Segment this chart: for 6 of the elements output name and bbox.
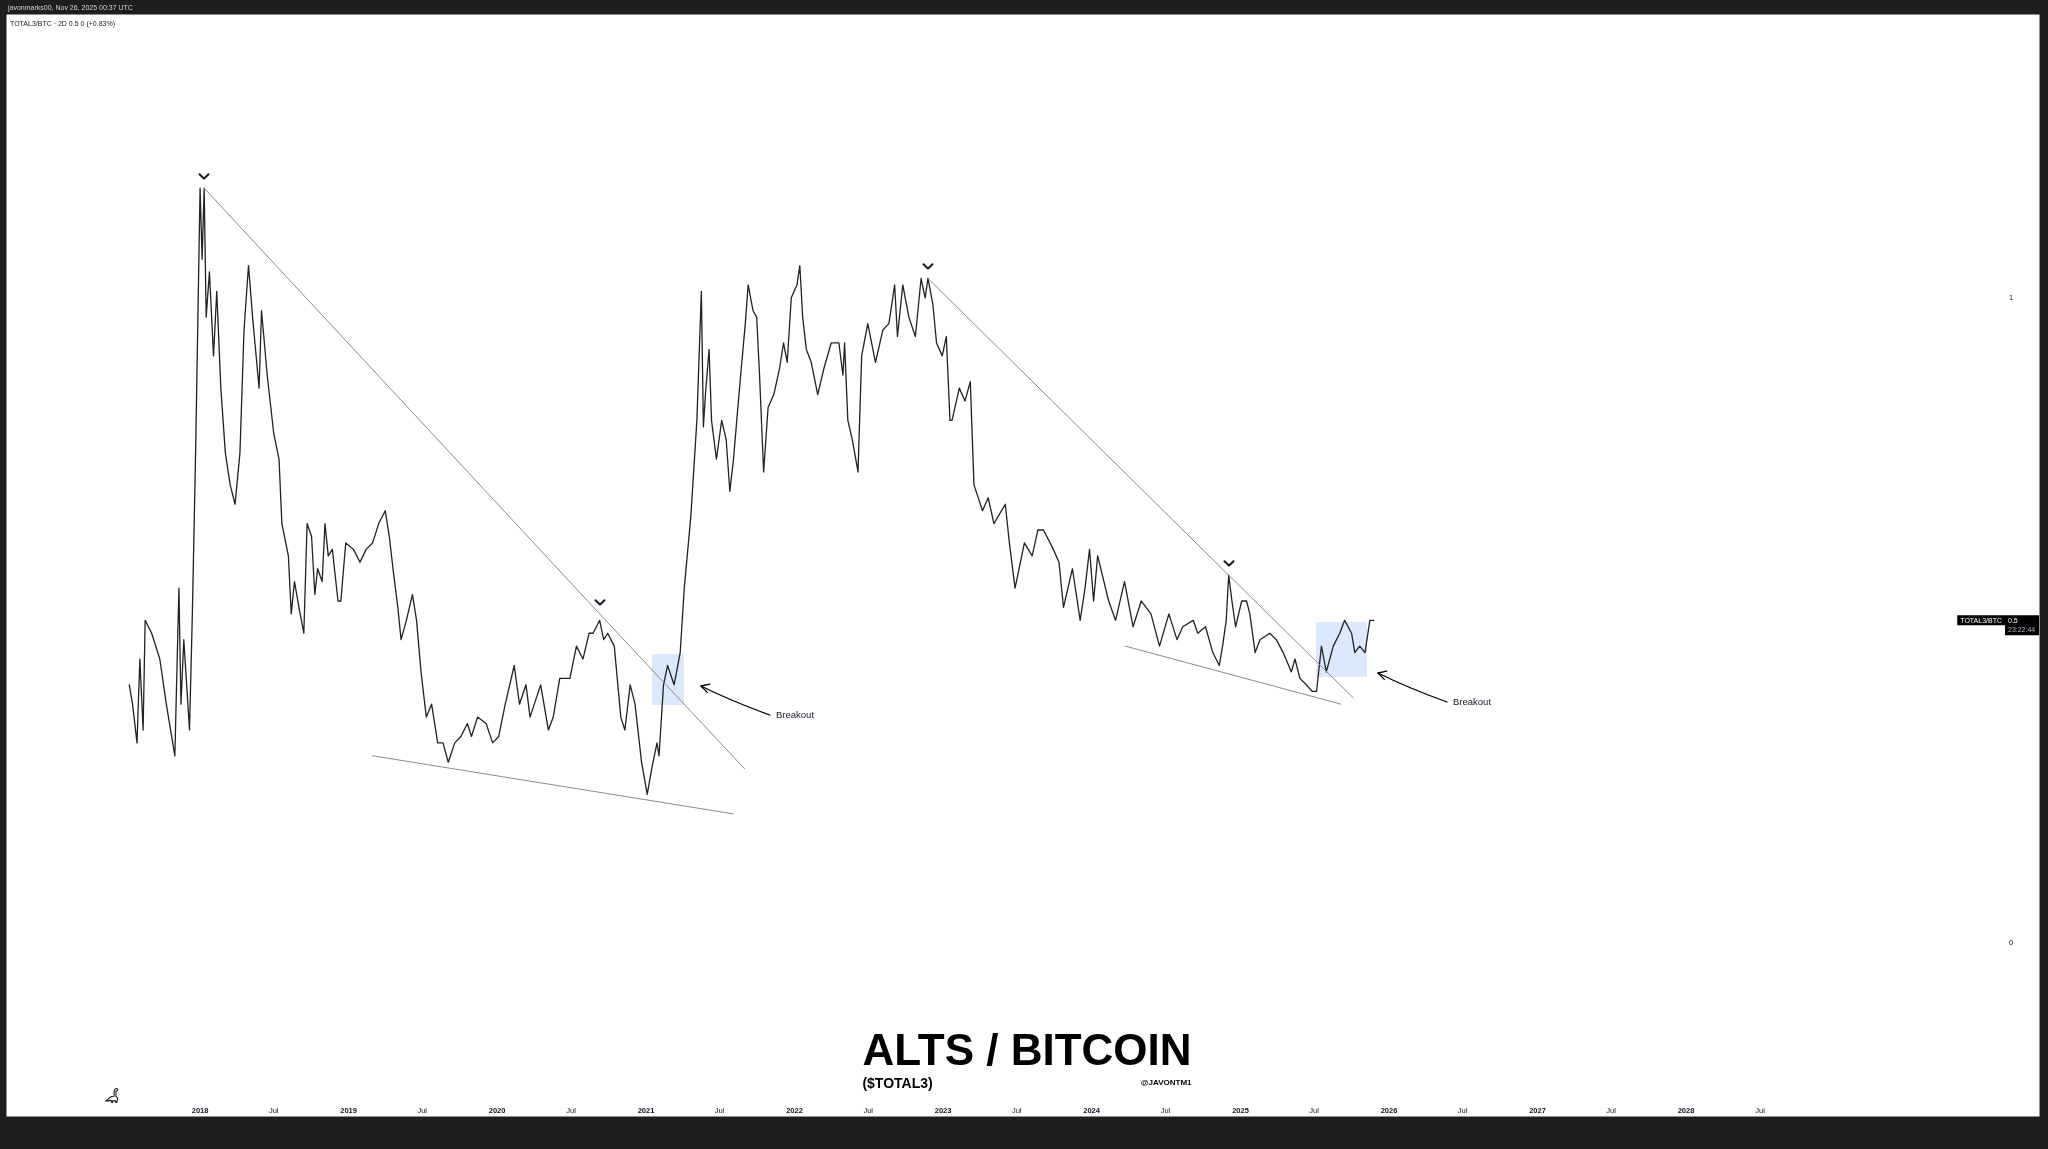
annotation: Breakout: [776, 708, 815, 720]
text: ($TOTAL3): [862, 1075, 933, 1091]
line-series: [128, 187, 1375, 796]
annotation: @JAVONTM1: [1140, 1077, 1193, 1087]
text: ALTS / BITCOIN: [862, 1024, 1192, 1074]
annotation: Breakout: [1453, 695, 1492, 707]
